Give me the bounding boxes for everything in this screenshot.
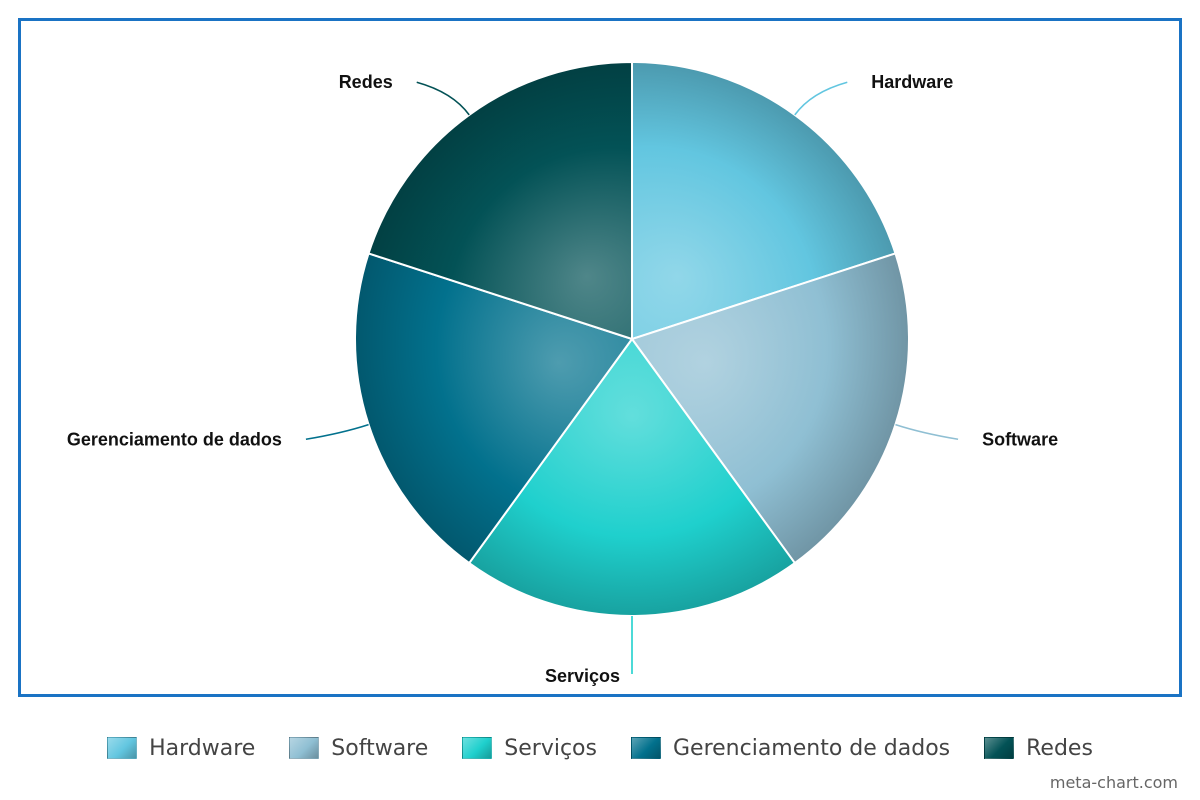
slice-label-software: Software — [982, 429, 1058, 449]
slice-labels: Hardware Software Serviços Gerenciamento de… — [67, 72, 1058, 686]
legend-item-software[interactable]: Software — [289, 736, 428, 761]
legend-label: Redes — [1026, 735, 1093, 761]
pie-chart: Hardware Software Serviços Gerenciamento de… — [67, 60, 1058, 686]
leader-line-gerenciamento-de-dados — [305, 423, 369, 441]
legend-item-redes[interactable]: Redes — [984, 736, 1093, 761]
slice-label-servicos: Serviços — [545, 666, 620, 686]
watermark[interactable]: meta-chart.com — [1049, 773, 1178, 792]
slice-label-redes: Redes — [339, 72, 393, 92]
legend-swatch — [462, 737, 493, 759]
legend-swatch — [107, 737, 138, 759]
chart-frame: Hardware Software Serviços Gerenciamento de… — [18, 18, 1182, 697]
leader-lines — [305, 81, 959, 674]
legend-item-hardware[interactable]: Hardware — [107, 736, 255, 761]
leader-line-hardware — [794, 81, 848, 116]
legend-swatch — [289, 737, 320, 759]
leader-line-software — [895, 423, 959, 441]
legend-item-servicos[interactable]: Serviços — [462, 736, 597, 761]
legend: Hardware Software Serviços Gerenciamento… — [0, 731, 1200, 765]
legend-label: Gerenciamento de dados — [672, 735, 951, 761]
slice-label-gerenciamento-de-dados: Gerenciamento de dados — [67, 429, 282, 449]
pie-slices — [354, 60, 910, 618]
leader-line-redes — [416, 81, 470, 116]
slice-label-hardware: Hardware — [871, 72, 953, 92]
legend-item-gerenciamento-de-dados[interactable]: Gerenciamento de dados — [630, 735, 951, 761]
legend-label: Serviços — [504, 735, 597, 761]
legend-swatch — [984, 737, 1015, 759]
legend-label: Hardware — [149, 735, 256, 761]
legend-label: Software — [331, 735, 429, 761]
legend-swatch — [630, 737, 661, 759]
